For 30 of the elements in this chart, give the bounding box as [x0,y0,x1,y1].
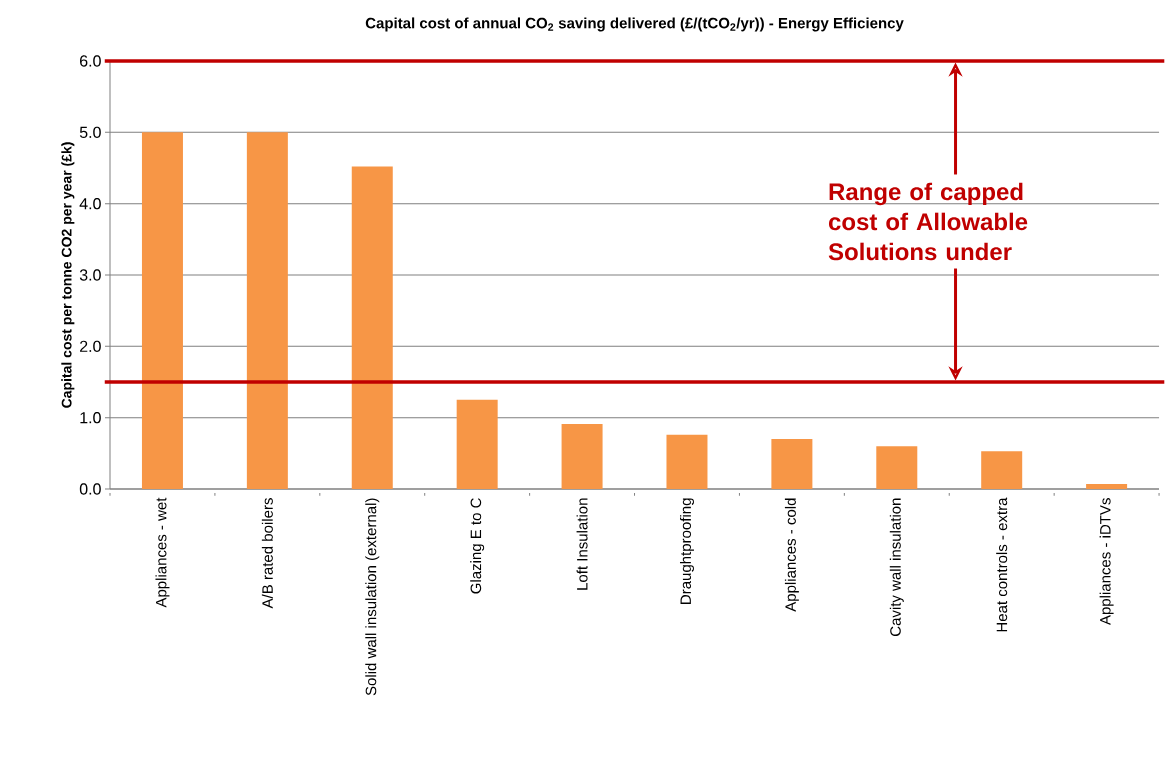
bar [771,439,813,489]
bar [1086,484,1128,489]
bar [141,132,183,489]
x-tick-label: Heat controls - extra [996,497,1008,632]
annotation: Range of capped cost of Allowable Solutions under [828,182,1028,261]
bar [876,446,918,489]
x-tick-label: Appliances - iDTVs [1099,498,1114,626]
y-tick-label: 5.0 [79,126,101,138]
x-tick-label: Solid wall insulation (external) [365,498,380,696]
chart-title: Capital cost of annual CO$_{2}$ saving delivered (£/(tCO$_{2}$/yr)) - Energy Efficiency [365,17,904,32]
y-tick-label: 0.0 [79,483,101,495]
y-tick-label: 4.0 [79,198,101,210]
bar [351,166,393,489]
bar [981,451,1023,489]
x-tick-label: Cavity wall insulation [889,498,904,636]
x-tick-label: Glazing E to C [470,498,485,594]
bar [666,434,708,489]
bar [456,399,498,489]
y-tick-label: 2.0 [80,340,101,352]
bar [561,424,603,489]
y-tick-label: 3.0 [79,269,101,281]
x-tick-label: Appliances - wet [155,497,170,608]
x-tick-label: Draughtproofing [679,498,694,604]
x-tick-label: Appliances - cold [784,498,799,612]
x-tick-label: Loft Insulation [576,498,588,590]
y-tick-label: 6.0 [80,55,101,67]
bar [246,132,288,489]
y-tick-label: 1.0 [80,412,101,424]
y-axis-title: Capital cost per tonne CO2 per year (£k) [61,142,75,408]
x-tick-label: A/B rated boilers [261,498,273,609]
